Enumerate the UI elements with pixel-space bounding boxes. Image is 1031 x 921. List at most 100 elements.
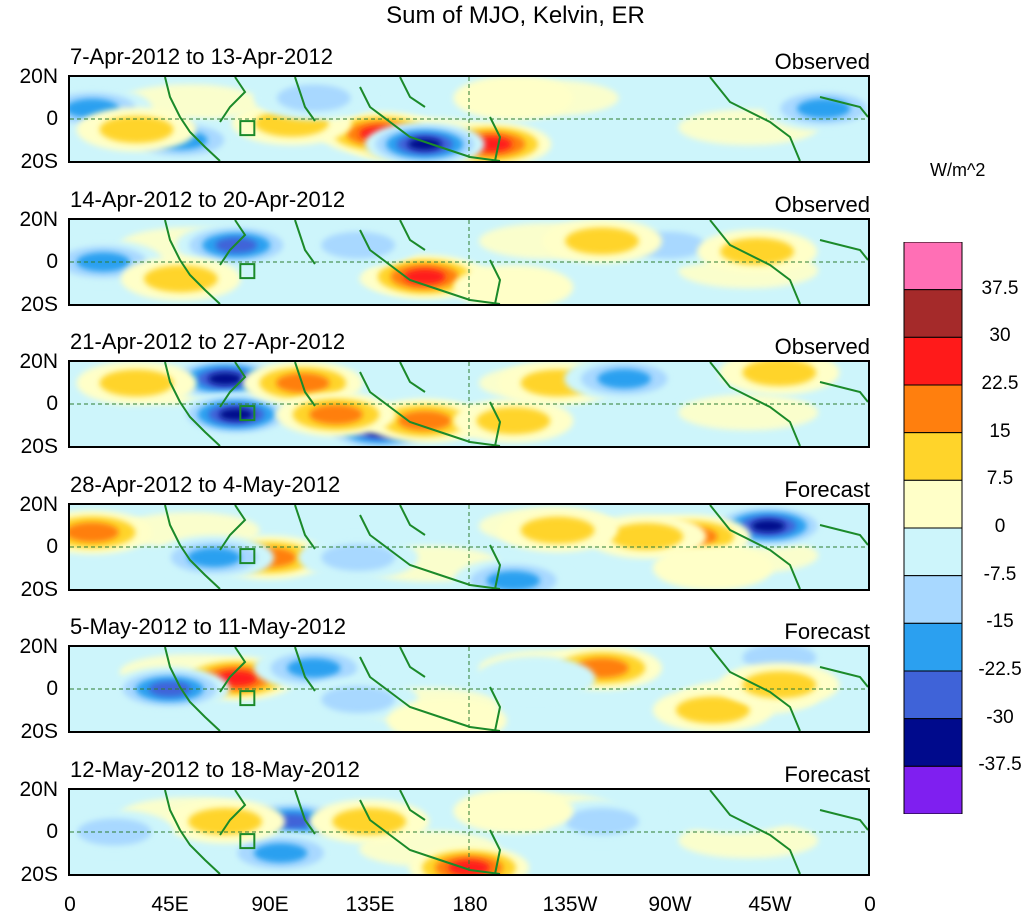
colorbar-segment [903, 242, 963, 291]
anomaly-contour [407, 137, 442, 151]
lon-tick-label: 45E [151, 893, 189, 916]
coastline [164, 77, 221, 161]
lat-tick-label: 20N [19, 778, 58, 801]
coastline [709, 505, 801, 589]
anomaly-contour [520, 516, 595, 544]
panel-period-label: 7-Apr-2012 to 13-Apr-2012 [70, 44, 333, 69]
coastline [219, 220, 247, 266]
coastline [399, 647, 426, 678]
map-panel [68, 788, 870, 876]
coastline [294, 505, 316, 550]
anomaly-contour [76, 252, 130, 272]
anomaly-contour [453, 790, 574, 833]
coastline [489, 116, 502, 161]
colorbar-level-label: -37.5 [978, 754, 1022, 775]
panel-field [70, 362, 868, 446]
colorbar-segment [903, 718, 963, 767]
anomaly-contour [287, 658, 341, 678]
coastline [294, 362, 316, 407]
lat-tick-label: 20N [19, 493, 58, 516]
region-box [239, 263, 256, 280]
lat-tick-label: 20N [19, 350, 58, 373]
anomaly-contour [253, 843, 308, 863]
panel-field [70, 647, 868, 731]
lat-tick-label: 20S [20, 150, 58, 173]
colorbar-level-label: 37.5 [981, 278, 1019, 299]
anomaly-contour [652, 546, 773, 589]
coastline [709, 77, 801, 161]
colorbar-segment [903, 479, 963, 529]
coastline [819, 524, 868, 546]
lat-tick-label: 20S [20, 578, 58, 601]
coastline [359, 371, 501, 446]
coastline [399, 790, 426, 821]
coastline [294, 220, 316, 265]
colorbar-segment [903, 289, 963, 338]
anomaly-contour [386, 698, 507, 731]
anomaly-contour [403, 269, 446, 285]
coastline [359, 229, 501, 304]
colorbar-segment [903, 527, 963, 577]
anomaly-contour [476, 407, 551, 435]
coastline [819, 809, 868, 831]
coastline [164, 362, 221, 446]
coastline [819, 239, 868, 261]
coastline [399, 362, 426, 393]
anomaly-contour [398, 411, 452, 431]
coastline [164, 647, 221, 731]
panel-status-label: Observed [774, 334, 870, 359]
coastline [294, 790, 316, 835]
colorbar-segment [903, 765, 963, 814]
coastline [489, 829, 502, 874]
lat-tick-label: 0 [46, 535, 58, 558]
colorbar-segment [903, 622, 963, 672]
coastline [219, 505, 247, 551]
anomaly-contour [675, 696, 750, 724]
region-box [239, 690, 256, 707]
anomaly-contour [321, 231, 396, 259]
anomaly-contour [143, 265, 218, 293]
anomaly-contour [208, 372, 243, 386]
lon-tick-label: 0 [864, 893, 876, 916]
colorbar-units: W/m^2 [930, 160, 986, 180]
coastline [359, 514, 501, 589]
anomaly-contour [797, 98, 851, 119]
panel-status-label: Observed [774, 192, 870, 217]
lat-tick-label: 20S [20, 435, 58, 458]
panel-field [70, 505, 868, 589]
anomaly-contour [751, 519, 786, 533]
chart-title: Sum of MJO, Kelvin, ER [386, 2, 645, 29]
coastline [819, 666, 868, 688]
panel-field [70, 790, 868, 874]
colorbar-level-label: 7.5 [986, 468, 1014, 489]
map-panel [68, 75, 870, 163]
anomaly-contour [565, 807, 639, 836]
lon-tick-label: 90W [648, 893, 692, 916]
anomaly-contour [70, 522, 119, 543]
anomaly-contour [219, 408, 254, 421]
lat-tick-label: 20S [20, 293, 58, 316]
anomaly-contour [565, 227, 639, 255]
coastline [359, 86, 501, 161]
region-box [239, 548, 256, 565]
lat-tick-label: 20S [20, 720, 58, 743]
lat-tick-label: 0 [46, 820, 58, 843]
coastline [489, 544, 502, 589]
lat-tick-label: 20S [20, 863, 58, 886]
anomaly-contour [453, 77, 574, 120]
coastline [164, 220, 221, 304]
coastline [709, 220, 801, 304]
anomaly-contour [276, 84, 351, 112]
lon-tick-label: 135E [345, 893, 395, 916]
coastline [489, 686, 502, 731]
coastline [219, 77, 247, 123]
anomaly-contour [332, 807, 407, 836]
panel-status-label: Forecast [784, 762, 870, 787]
anomaly-contour [187, 547, 241, 568]
map-panel [68, 218, 870, 306]
map-panel [68, 360, 870, 448]
region-box [239, 120, 256, 137]
panel-status-label: Forecast [784, 619, 870, 644]
coastline [819, 96, 868, 118]
